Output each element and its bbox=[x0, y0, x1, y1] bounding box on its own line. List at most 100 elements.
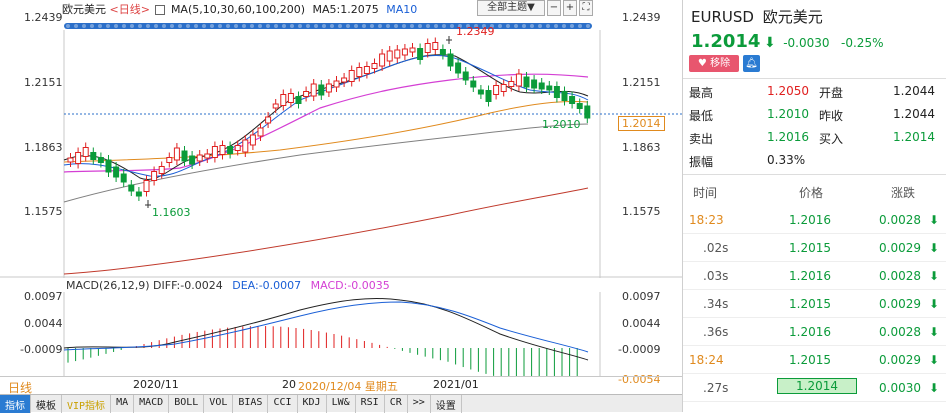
stat-label: 昨收 bbox=[819, 109, 844, 123]
candle-body bbox=[409, 47, 416, 53]
remove-button[interactable]: ♥ 移除 bbox=[689, 55, 739, 72]
candle-body bbox=[523, 76, 530, 88]
trade-row[interactable]: 18:23 1.2016 0.0028 ⬇ bbox=[683, 206, 946, 234]
quote-price-line: 1.2014 ⬇ -0.0030 -0.25% bbox=[691, 31, 883, 52]
candlestick-chart[interactable]: 1.2349 1.1603 1.2010 bbox=[0, 0, 682, 280]
ma-blue-line bbox=[63, 55, 589, 177]
symbol-name: 欧元美元 bbox=[62, 3, 106, 16]
low-note: 1.1603 bbox=[152, 206, 191, 219]
candle-body bbox=[257, 127, 264, 137]
candle-body bbox=[553, 86, 560, 98]
trade-time: .02s bbox=[703, 241, 729, 255]
candle-body bbox=[561, 91, 568, 101]
candle-body bbox=[128, 184, 135, 192]
indicator-tab[interactable]: MACD bbox=[134, 395, 170, 413]
indicator-tab[interactable]: 模板 bbox=[31, 395, 62, 413]
macd-axis-right-1: 0.0097 bbox=[622, 290, 661, 303]
period-label[interactable]: <日线> bbox=[109, 3, 150, 16]
candle-body bbox=[576, 103, 583, 109]
indicator-tab[interactable]: VOL bbox=[204, 395, 234, 413]
indicator-tab[interactable]: 设置 bbox=[431, 395, 462, 413]
candle-body bbox=[493, 85, 500, 95]
price-change-pct: -0.25% bbox=[841, 36, 884, 50]
time-label-2: 20 bbox=[282, 378, 296, 391]
candle-body bbox=[204, 153, 211, 159]
signal-dot-bar bbox=[64, 23, 592, 29]
amplitude-value: 0.33% bbox=[767, 153, 806, 167]
stat-value: 1.2014 bbox=[893, 130, 935, 144]
col-price: 价格 bbox=[799, 186, 824, 200]
theme-dropdown[interactable]: 全部主题▼ bbox=[477, 0, 545, 16]
candle-body bbox=[356, 67, 363, 77]
price-axis-right-3: 1.1863 bbox=[622, 141, 661, 154]
indicator-tab[interactable]: 指标 bbox=[0, 395, 31, 413]
trade-row[interactable]: .02s 1.2015 0.0029 ⬇ bbox=[683, 234, 946, 262]
candle-body bbox=[158, 166, 165, 174]
macd-axis-left-1: 0.0097 bbox=[24, 290, 63, 303]
time-label-1: 2020/11 bbox=[133, 378, 179, 391]
alert-bell-button[interactable]: 🔔︎ bbox=[743, 55, 760, 72]
trade-change: 0.0028 bbox=[879, 269, 921, 283]
chart-area[interactable]: 欧元美元 <日线> MA(5,10,30,60,100,200) MA5:1.2… bbox=[0, 0, 682, 413]
ma-grey-line bbox=[63, 123, 589, 203]
candle-body bbox=[295, 96, 302, 104]
indicator-tab[interactable]: KDJ bbox=[298, 395, 327, 413]
divider bbox=[683, 174, 946, 175]
stat-value: 1.2050 bbox=[767, 84, 809, 98]
zoom-out-button[interactable]: − bbox=[547, 0, 561, 16]
indicator-tab[interactable]: MA bbox=[111, 395, 135, 413]
trade-row[interactable]: .27s 1.2014 0.0030 ⬇ bbox=[683, 374, 946, 402]
price-axis-left-2: 1.2151 bbox=[24, 76, 63, 89]
stat-label: 开盘 bbox=[819, 86, 844, 100]
trade-row[interactable]: 18:24 1.2015 0.0029 ⬇ bbox=[683, 346, 946, 374]
candle-body bbox=[394, 49, 401, 59]
indicator-tab[interactable]: BIAS bbox=[233, 395, 269, 413]
ma-icon[interactable] bbox=[155, 5, 166, 15]
candle-body bbox=[310, 83, 317, 97]
indicator-tab[interactable]: RSI bbox=[356, 395, 385, 413]
candle-body bbox=[424, 43, 431, 53]
candle-body bbox=[265, 116, 272, 124]
stat-row: 最高 1.2050 开盘 1.2044 bbox=[683, 80, 946, 103]
candle-body bbox=[97, 157, 104, 163]
down-arrow-icon: ⬇ bbox=[763, 35, 776, 51]
trade-time: .03s bbox=[703, 269, 729, 283]
candle-body bbox=[500, 84, 507, 92]
trade-time: .36s bbox=[703, 325, 729, 339]
down-arrow-icon: ⬇ bbox=[929, 241, 940, 255]
candle-body bbox=[234, 145, 241, 151]
indicator-tab[interactable]: LW& bbox=[327, 395, 356, 413]
zoom-in-button[interactable]: + bbox=[563, 0, 577, 16]
indicator-tab[interactable]: CCI bbox=[268, 395, 298, 413]
period-tab-daily[interactable]: 日线 bbox=[8, 381, 33, 395]
indicator-tab[interactable]: BOLL bbox=[169, 395, 205, 413]
ma10-value: MA10 bbox=[386, 3, 418, 16]
candle-body bbox=[105, 159, 112, 173]
trade-time: .27s bbox=[703, 381, 729, 395]
candle-body bbox=[196, 154, 203, 162]
macd-axis-left-2: 0.0044 bbox=[24, 317, 63, 330]
heart-icon: ♥ bbox=[697, 58, 707, 69]
indicator-tab[interactable]: CR bbox=[385, 395, 408, 413]
trade-price: 1.2014 bbox=[777, 378, 857, 394]
stat-value: 1.2044 bbox=[893, 84, 935, 98]
expand-button[interactable]: ⛶ bbox=[579, 0, 593, 16]
trade-row[interactable]: .36s 1.2016 0.0028 ⬇ bbox=[683, 318, 946, 346]
price-axis-right-4: 1.1575 bbox=[622, 205, 661, 218]
candle-body bbox=[546, 85, 553, 91]
dea-line bbox=[63, 301, 589, 353]
candle-body bbox=[189, 155, 196, 165]
trade-price: 1.2015 bbox=[789, 241, 831, 255]
indicator-tab[interactable]: >> bbox=[408, 395, 431, 413]
macd-chart[interactable] bbox=[0, 292, 682, 376]
trade-time: 18:24 bbox=[689, 353, 724, 367]
macd-label: MACD(26,12,9) bbox=[66, 279, 150, 292]
down-arrow-icon: ⬇ bbox=[929, 353, 940, 367]
indicator-tab[interactable]: VIP指标 bbox=[62, 395, 112, 413]
ma-pink-line bbox=[63, 73, 589, 173]
price-axis-right-1: 1.2439 bbox=[622, 11, 661, 24]
candle-body bbox=[318, 84, 325, 96]
time-label-3: 2020/12/04 星期五 bbox=[298, 380, 398, 393]
trade-row[interactable]: .03s 1.2016 0.0028 ⬇ bbox=[683, 262, 946, 290]
trade-row[interactable]: .34s 1.2015 0.0029 ⬇ bbox=[683, 290, 946, 318]
